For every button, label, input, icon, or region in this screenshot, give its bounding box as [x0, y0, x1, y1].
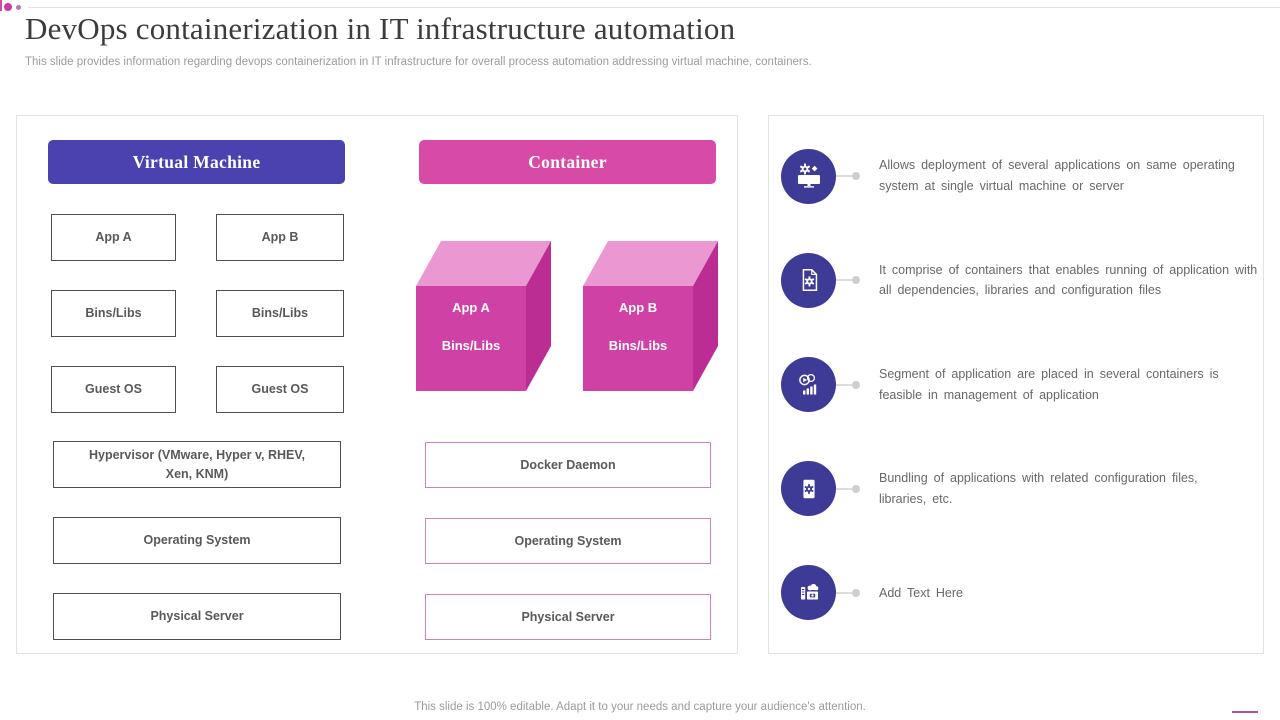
connector-dot — [852, 484, 860, 493]
cube-label-bins-libs: Bins/Libs — [608, 338, 668, 353]
container-cube-app-b: App B Bins/Libs — [583, 241, 718, 391]
benefit-item: It comprise of containers that enables r… — [769, 228, 1263, 332]
vm-box-app-a: App A — [51, 214, 176, 261]
cube-label-app: App B — [618, 300, 658, 315]
vm-stack-header: Virtual Machine — [48, 140, 345, 184]
connector-line — [836, 175, 852, 178]
container-box-operating-system: Operating System — [425, 518, 711, 564]
connector-line — [836, 487, 852, 490]
vm-box-guest-os-left: Guest OS — [51, 366, 176, 413]
vm-box-physical-server: Physical Server — [53, 593, 341, 640]
comparison-diagram-panel: Virtual Machine Container App A App B Bi… — [16, 115, 738, 654]
vm-box-bins-libs-left: Bins/Libs — [51, 290, 176, 337]
vm-box-app-b: App B — [216, 214, 344, 261]
benefit-item: Add Text Here — [769, 541, 1263, 645]
file-gear-icon — [781, 252, 836, 308]
analytics-icon — [781, 357, 836, 412]
connector-dot — [852, 276, 860, 285]
benefits-panel: Allows deployment of several application… — [768, 115, 1264, 654]
connector-line — [836, 279, 852, 282]
slide-subtitle: This slide provides information regardin… — [25, 56, 812, 68]
corner-accent — [0, 0, 2, 11]
connector-line — [836, 591, 852, 594]
container-cube-app-a: App A Bins/Libs — [416, 241, 551, 391]
monitor-gear-icon — [781, 148, 836, 204]
benefit-item: Bundling of applications with related co… — [769, 437, 1263, 541]
accent-dot-small — [16, 5, 21, 10]
editable-note: This slide is 100% editable. Adapt it to… — [414, 701, 866, 713]
cube-shape — [583, 241, 718, 391]
connector-dot — [852, 588, 860, 597]
connector-line — [836, 383, 852, 386]
connector-dot — [852, 172, 860, 181]
cube-label-app: App A — [452, 300, 490, 315]
benefit-text: Segment of application are placed in sev… — [879, 366, 1219, 402]
benefit-text: Add Text Here — [879, 585, 963, 600]
benefit-item: Allows deployment of several application… — [769, 124, 1263, 228]
benefit-text: Bundling of applications with related co… — [879, 471, 1198, 506]
cube-label-bins-libs: Bins/Libs — [441, 338, 501, 353]
container-stack-header: Container — [419, 140, 716, 184]
vm-box-hypervisor: Hypervisor (VMware, Hyper v, RHEV, Xen, … — [53, 441, 341, 488]
accent-dot-large — [4, 3, 12, 11]
benefit-item: Segment of application are placed in sev… — [769, 332, 1263, 436]
file-gear-solid-icon — [781, 461, 836, 517]
container-box-physical-server: Physical Server — [425, 594, 711, 640]
vm-box-guest-os-right: Guest OS — [216, 366, 344, 413]
benefit-text: It comprise of containers that enables r… — [879, 262, 1258, 298]
machine-icon — [781, 565, 836, 621]
benefit-text: Allows deployment of several application… — [879, 158, 1235, 194]
vm-box-bins-libs-right: Bins/Libs — [216, 290, 344, 337]
container-box-docker-daemon: Docker Daemon — [425, 442, 711, 488]
connector-dot — [852, 380, 860, 389]
slide-title: DevOps containerization in IT infrastruc… — [25, 11, 736, 46]
cube-shape — [416, 241, 551, 391]
top-divider — [28, 7, 1280, 8]
vm-box-operating-system: Operating System — [53, 517, 341, 564]
bottom-right-accent — [1232, 711, 1258, 713]
